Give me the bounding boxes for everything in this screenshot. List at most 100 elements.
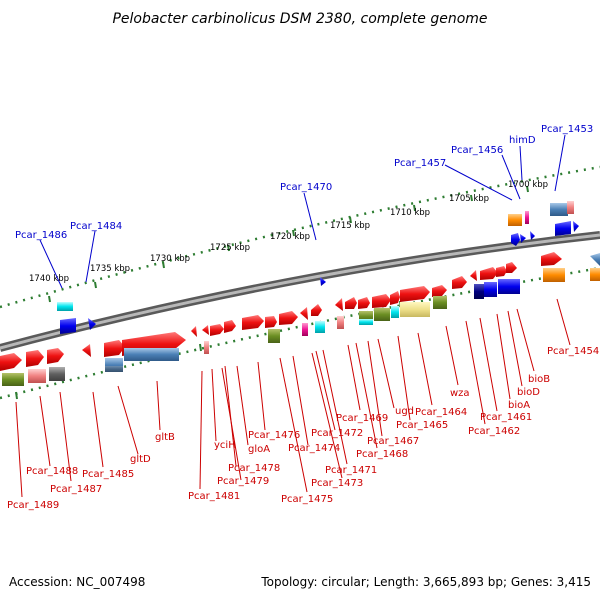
bottom-leader-lines <box>15 298 571 498</box>
gene-feature <box>242 315 264 330</box>
kbp-label-1740: 1740 kbp <box>29 274 69 284</box>
gene-feature <box>104 340 125 357</box>
kbp-major-ticks <box>48 185 529 303</box>
gene-feature <box>60 318 76 334</box>
gene-feature <box>315 321 325 333</box>
gene-feature <box>49 367 65 381</box>
label-biob: bioB <box>528 374 550 385</box>
gene-feature <box>506 262 517 273</box>
gene-feature <box>337 316 344 329</box>
gene-feature <box>105 366 123 372</box>
gene-feature <box>400 302 430 317</box>
label-pcar-1485: Pcar_1485 <box>82 469 134 480</box>
gene-feature <box>480 267 498 280</box>
gene-feature <box>374 308 390 321</box>
label-pcar-1478: Pcar_1478 <box>228 463 280 474</box>
label-pcar-1468: Pcar_1468 <box>356 449 408 460</box>
label-gltd: gltD <box>130 454 151 465</box>
gene-feature <box>530 231 535 240</box>
kbp-label-1700: 1700 kbp <box>508 180 548 190</box>
reverse-strand-genes <box>57 201 579 334</box>
gene-feature <box>26 350 44 367</box>
gene-feature <box>541 252 562 266</box>
top-gene-labels: Pcar_1486 Pcar_1484 Pcar_1470 Pcar_1457 … <box>15 124 593 241</box>
label-pcar-1462: Pcar_1462 <box>468 426 520 437</box>
gene-feature <box>28 369 46 383</box>
label-pcar-1474: Pcar_1474 <box>288 443 340 454</box>
label-pcar-1481: Pcar_1481 <box>188 491 240 502</box>
kbp-label-1725: 1725 kbp <box>210 243 250 253</box>
feature-bars <box>2 268 600 386</box>
gene-feature <box>511 233 520 246</box>
gene-feature <box>265 316 277 328</box>
label-pcar-1473: Pcar_1473 <box>311 478 363 489</box>
gene-feature <box>590 253 600 266</box>
accession-text: Accession: NC_007498 <box>9 575 145 589</box>
gene-feature <box>224 320 236 333</box>
gene-feature <box>300 307 308 320</box>
label-pcar-1471: Pcar_1471 <box>325 465 377 476</box>
gene-feature <box>345 297 357 309</box>
gene-feature <box>543 268 565 282</box>
gene-feature <box>82 344 91 357</box>
label-himd: himD <box>509 135 536 146</box>
gene-feature <box>590 268 600 281</box>
gene-feature <box>470 270 477 281</box>
gene-feature <box>359 319 373 325</box>
gene-feature <box>2 373 24 386</box>
gene-feature <box>573 221 579 232</box>
gene-feature <box>191 326 197 337</box>
kbp-label-1710: 1710 kbp <box>390 208 430 218</box>
label-biod: bioD <box>517 387 540 398</box>
label-wza: wza <box>450 388 470 399</box>
map-title: Pelobacter carbinolicus DSM 2380, comple… <box>112 11 487 27</box>
gene-feature <box>202 325 209 335</box>
label-pcar-1472: Pcar_1472 <box>311 428 363 439</box>
kbp-label-1720: 1720 kbp <box>270 232 310 242</box>
kbp-label-1715: 1715 kbp <box>330 221 370 231</box>
label-pcar-1470: Pcar_1470 <box>280 182 332 193</box>
label-pcar-1465: Pcar_1465 <box>396 420 448 431</box>
gene-feature <box>400 286 430 302</box>
kbp-label-1730: 1730 kbp <box>150 254 190 264</box>
gene-feature <box>47 348 64 364</box>
label-ycih: yciH <box>214 440 236 451</box>
gene-feature <box>474 284 484 299</box>
label-pcar-1475: Pcar_1475 <box>281 494 333 505</box>
kbp-label-1735: 1735 kbp <box>90 264 130 274</box>
label-pcar-1469: Pcar_1469 <box>336 413 388 424</box>
label-pcar-1464: Pcar_1464 <box>415 407 467 418</box>
gene-feature <box>359 311 373 322</box>
gene-feature <box>311 304 322 316</box>
label-gloa: gloA <box>248 444 270 455</box>
label-pcar-1461: Pcar_1461 <box>480 412 532 423</box>
gene-feature <box>484 282 497 297</box>
gene-feature <box>0 353 22 371</box>
gene-feature <box>508 214 522 226</box>
label-pcar-1484: Pcar_1484 <box>70 221 122 232</box>
gene-feature <box>88 318 96 330</box>
label-pcar-1486: Pcar_1486 <box>15 230 67 241</box>
label-pcar-1476: Pcar_1476 <box>248 430 300 441</box>
gene-feature <box>268 329 280 343</box>
label-gltb: gltB <box>155 432 175 443</box>
label-pcar-1467: Pcar_1467 <box>367 436 419 447</box>
kbp-label-1705: 1705 kbp <box>449 194 489 204</box>
gene-feature <box>358 297 370 309</box>
gene-feature <box>525 211 529 224</box>
gene-feature <box>567 201 574 214</box>
label-pcar-1487: Pcar_1487 <box>50 484 102 495</box>
gene-feature <box>372 294 391 308</box>
gene-feature <box>496 266 507 277</box>
gene-feature <box>550 203 568 216</box>
gene-feature <box>520 234 526 243</box>
gene-feature <box>210 324 224 336</box>
gene-feature <box>498 279 520 294</box>
top-leader-lines <box>39 134 566 289</box>
topology-text: Topology: circular; Length: 3,665,893 bp… <box>260 575 591 589</box>
gene-feature <box>279 311 298 325</box>
gene-feature <box>452 276 467 289</box>
gene-feature <box>555 221 571 236</box>
label-pcar-1457: Pcar_1457 <box>394 158 446 169</box>
